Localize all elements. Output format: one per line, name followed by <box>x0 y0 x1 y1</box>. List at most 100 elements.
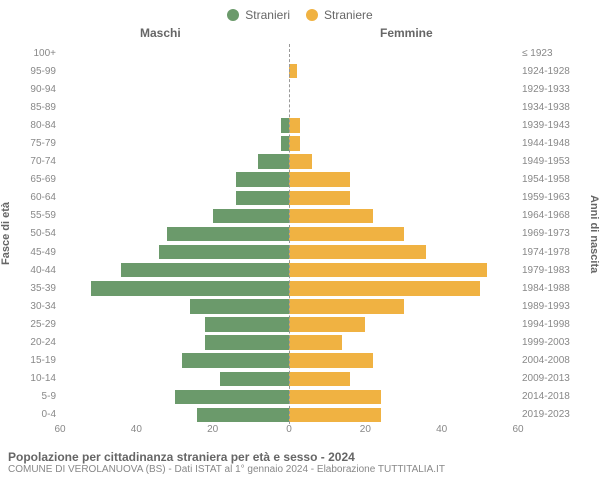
xtick: 60 <box>54 424 65 435</box>
ytick-age: 95-99 <box>16 62 56 80</box>
bar-female <box>289 245 426 259</box>
ytick-age: 65-69 <box>16 171 56 189</box>
ytick-birth: 1994-1998 <box>522 315 584 333</box>
ytick-age: 45-49 <box>16 243 56 261</box>
ytick-birth: 2004-2008 <box>522 352 584 370</box>
bar-male <box>205 317 289 331</box>
bar-male <box>197 408 289 422</box>
ytick-age: 85-89 <box>16 98 56 116</box>
chart-subtitle: COMUNE DI VEROLANUOVA (BS) - Dati ISTAT … <box>0 464 600 479</box>
ytick-age: 5-9 <box>16 388 56 406</box>
chart-area: Fasce di età 100+95-9990-9485-8980-8475-… <box>0 44 600 424</box>
ytick-birth: 2019-2023 <box>522 406 584 424</box>
bar-female <box>289 227 404 241</box>
legend-item-male: Stranieri <box>227 8 290 22</box>
bar-female <box>289 299 404 313</box>
header-female: Femmine <box>380 26 433 40</box>
y-axis-label-left: Fasce di età <box>0 44 16 424</box>
y-ticks-birth: ≤ 19231924-19281929-19331934-19381939-19… <box>518 44 584 424</box>
bar-male <box>159 245 289 259</box>
ytick-birth: 1974-1978 <box>522 243 584 261</box>
bar-female <box>289 281 480 295</box>
y-axis-label-right: Anni di nascita <box>584 44 600 424</box>
ytick-birth: 1939-1943 <box>522 116 584 134</box>
bar-female <box>289 390 381 404</box>
bar-male <box>281 136 289 150</box>
ytick-age: 25-29 <box>16 315 56 333</box>
bar-female <box>289 263 487 277</box>
bar-male <box>182 353 289 367</box>
ytick-birth: 1944-1948 <box>522 134 584 152</box>
bar-male <box>281 118 289 132</box>
bar-male <box>236 172 289 186</box>
bar-female <box>289 64 297 78</box>
ytick-birth: 1924-1928 <box>522 62 584 80</box>
ytick-age: 70-74 <box>16 153 56 171</box>
pyramid-plot <box>60 44 518 424</box>
bar-male <box>167 227 289 241</box>
bar-female <box>289 353 373 367</box>
xtick: 20 <box>360 424 371 435</box>
xtick: 20 <box>207 424 218 435</box>
bar-male <box>205 335 289 349</box>
ytick-age: 50-54 <box>16 225 56 243</box>
x-axis: 6040200204060 <box>60 424 518 444</box>
chart-title: Popolazione per cittadinanza straniera p… <box>0 444 600 464</box>
legend-label-male: Stranieri <box>245 8 290 22</box>
bar-male <box>258 154 289 168</box>
ytick-age: 75-79 <box>16 134 56 152</box>
legend-label-female: Straniere <box>324 8 373 22</box>
bar-female <box>289 191 350 205</box>
ytick-age: 55-59 <box>16 207 56 225</box>
ytick-birth: 1989-1993 <box>522 297 584 315</box>
bar-male <box>91 281 289 295</box>
legend-swatch-female <box>306 9 318 21</box>
header-male: Maschi <box>140 26 181 40</box>
ytick-birth: 1949-1953 <box>522 153 584 171</box>
ytick-age: 30-34 <box>16 297 56 315</box>
ytick-age: 100+ <box>16 44 56 62</box>
bar-male <box>213 209 289 223</box>
bar-male <box>121 263 289 277</box>
xtick: 40 <box>436 424 447 435</box>
ytick-birth: 1964-1968 <box>522 207 584 225</box>
ytick-age: 10-14 <box>16 370 56 388</box>
bar-female <box>289 209 373 223</box>
bar-female <box>289 372 350 386</box>
ytick-birth: 1954-1958 <box>522 171 584 189</box>
ytick-birth: 1959-1963 <box>522 189 584 207</box>
ytick-age: 60-64 <box>16 189 56 207</box>
bar-female <box>289 136 300 150</box>
ytick-age: 35-39 <box>16 279 56 297</box>
bar-female <box>289 317 365 331</box>
ytick-age: 0-4 <box>16 406 56 424</box>
gender-headers: Maschi Femmine <box>0 26 600 44</box>
legend: Stranieri Straniere <box>0 0 600 26</box>
ytick-birth: 1969-1973 <box>522 225 584 243</box>
bar-female <box>289 154 312 168</box>
ytick-age: 20-24 <box>16 334 56 352</box>
bar-male <box>236 191 289 205</box>
bar-female <box>289 408 381 422</box>
ytick-birth: 1984-1988 <box>522 279 584 297</box>
bar-male <box>175 390 290 404</box>
xtick: 40 <box>131 424 142 435</box>
ytick-birth: 1999-2003 <box>522 334 584 352</box>
bar-male <box>220 372 289 386</box>
bar-female <box>289 172 350 186</box>
ytick-birth: 1929-1933 <box>522 80 584 98</box>
y-ticks-age: 100+95-9990-9485-8980-8475-7970-7465-696… <box>16 44 60 424</box>
ytick-age: 40-44 <box>16 261 56 279</box>
ytick-age: 15-19 <box>16 352 56 370</box>
ytick-birth: ≤ 1923 <box>522 44 584 62</box>
ytick-birth: 2009-2013 <box>522 370 584 388</box>
ytick-birth: 1979-1983 <box>522 261 584 279</box>
center-line <box>289 44 290 424</box>
legend-swatch-male <box>227 9 239 21</box>
legend-item-female: Straniere <box>306 8 373 22</box>
xtick: 60 <box>512 424 523 435</box>
xtick: 0 <box>286 424 292 435</box>
ytick-age: 90-94 <box>16 80 56 98</box>
ytick-age: 80-84 <box>16 116 56 134</box>
bar-female <box>289 335 342 349</box>
